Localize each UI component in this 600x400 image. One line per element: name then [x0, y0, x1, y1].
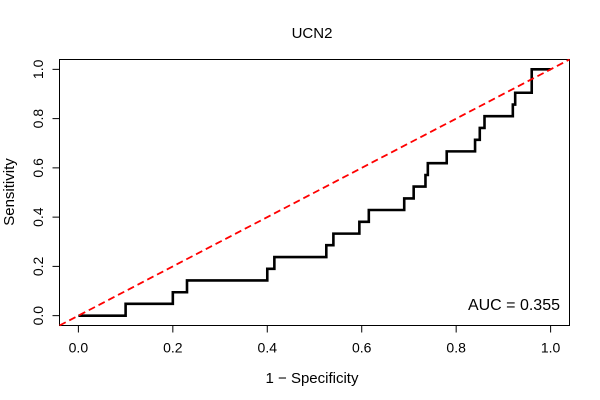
- y-tick-label: 0.4: [30, 207, 46, 227]
- x-tick-label: 0.2: [163, 340, 183, 356]
- auc-annotation: AUC = 0.355: [468, 297, 560, 314]
- chart-title: UCN2: [292, 25, 333, 42]
- y-tick-label: 0.0: [30, 306, 46, 326]
- y-tick-label: 0.2: [30, 256, 46, 276]
- x-tick-label: 0.4: [258, 340, 278, 356]
- y-axis-label: Sensitivity: [1, 158, 18, 226]
- x-tick-label: 0.6: [352, 340, 372, 356]
- x-tick-label: 0.0: [69, 340, 89, 356]
- roc-curve-line: [78, 68, 551, 317]
- x-tick-label: 1.0: [541, 340, 561, 356]
- y-tick-label: 0.8: [30, 109, 46, 129]
- x-axis-label: 1 − Specificity: [266, 370, 359, 387]
- x-axis: 0.0 0.2 0.4 0.6 0.8 1.0: [69, 325, 561, 356]
- reference-diagonal-line: [59, 58, 570, 327]
- series-layer: [59, 58, 570, 327]
- y-tick-label: 1.0: [30, 59, 46, 79]
- y-axis: 0.0 0.2 0.4 0.6 0.8 1.0: [30, 59, 60, 325]
- x-tick-label: 0.8: [446, 340, 466, 356]
- y-tick-label: 0.6: [30, 158, 46, 178]
